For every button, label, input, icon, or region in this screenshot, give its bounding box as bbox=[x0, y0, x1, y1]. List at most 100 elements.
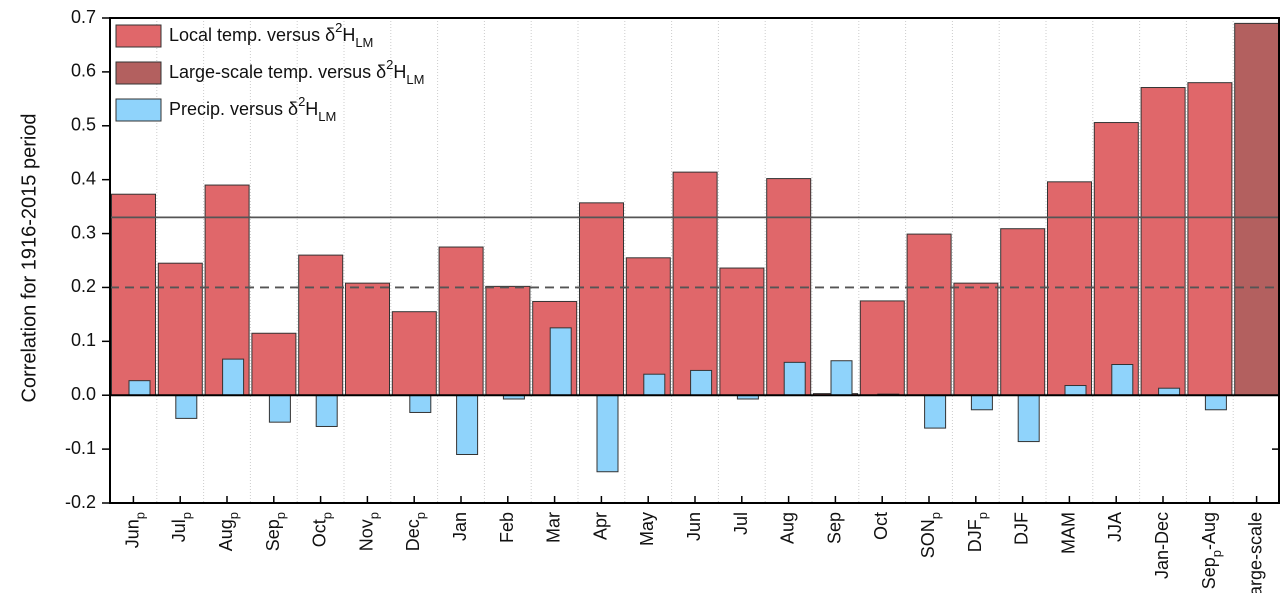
text-part: Oct bbox=[871, 512, 891, 540]
bar bbox=[345, 282, 390, 396]
x-tick-label: SON​p​ bbox=[918, 512, 943, 558]
text-part: Jan bbox=[450, 512, 470, 541]
subscript: p bbox=[320, 512, 335, 519]
y-tick-label: 0.6 bbox=[71, 61, 96, 81]
y-tick-label: 0.0 bbox=[71, 384, 96, 404]
bar bbox=[1017, 394, 1040, 443]
text-part: MAM bbox=[1058, 512, 1078, 554]
y-tick-label: 0.7 bbox=[71, 7, 96, 27]
y-tick-label: 0.3 bbox=[71, 222, 96, 242]
bar bbox=[1064, 385, 1087, 396]
bar bbox=[1234, 22, 1280, 396]
subscript: p bbox=[413, 512, 428, 519]
text-part: May bbox=[637, 512, 657, 546]
legend-swatch bbox=[115, 98, 162, 122]
text-part: DJF bbox=[1011, 512, 1031, 545]
x-tick-label: Jan-Dec​ bbox=[1152, 512, 1172, 579]
x-tick-label: Dec​p​ bbox=[403, 512, 428, 551]
text-part: Feb bbox=[497, 512, 517, 543]
bar bbox=[298, 254, 344, 396]
bar bbox=[783, 361, 806, 396]
text-part: Jun bbox=[684, 512, 704, 541]
text-part: Jul bbox=[169, 519, 189, 542]
bar bbox=[485, 285, 531, 396]
bar bbox=[128, 380, 151, 396]
x-tick-label: JJA​ bbox=[1105, 512, 1125, 542]
legend-label: Precip. versus δ​2​H​LM​ bbox=[169, 94, 336, 124]
x-tick-label: Oct​ bbox=[871, 512, 891, 540]
subscript: p bbox=[975, 512, 990, 519]
superscript: 2 bbox=[335, 20, 342, 35]
bar bbox=[1140, 87, 1186, 396]
text-part: Aug bbox=[216, 519, 236, 551]
bar bbox=[625, 257, 671, 396]
bar bbox=[970, 394, 993, 411]
x-tick-label: Feb​ bbox=[497, 512, 517, 543]
bar bbox=[438, 246, 484, 396]
bar bbox=[830, 360, 853, 396]
subscript: p bbox=[226, 512, 241, 519]
bar bbox=[549, 327, 572, 396]
x-tick-label: large-scale​ bbox=[1245, 512, 1265, 593]
subscript: p bbox=[132, 512, 147, 519]
x-tick-label: Jul​ bbox=[731, 512, 751, 535]
bar bbox=[251, 332, 297, 396]
subscript: p bbox=[179, 512, 194, 519]
bar bbox=[1158, 387, 1181, 396]
bar bbox=[268, 394, 291, 423]
x-tick-label: Jul​p​ bbox=[169, 512, 194, 542]
x-tick-label: Sep​p​-Aug​ bbox=[1199, 512, 1224, 589]
text-part: -Aug bbox=[1199, 512, 1219, 550]
bar bbox=[456, 394, 479, 456]
x-tick-label: Oct​p​ bbox=[309, 512, 334, 547]
superscript: 2 bbox=[298, 94, 305, 109]
legend-label: Large-scale temp. versus δ​2​H​LM​ bbox=[169, 57, 424, 87]
text-part: Apr bbox=[590, 512, 610, 540]
x-tick-label: MAM​ bbox=[1058, 512, 1078, 554]
x-tick-label: Jan​ bbox=[450, 512, 470, 541]
bar bbox=[175, 394, 198, 419]
bar bbox=[222, 358, 245, 396]
subscript: p bbox=[928, 512, 943, 519]
y-tick-label: 0.5 bbox=[71, 115, 96, 135]
bar bbox=[643, 373, 666, 396]
text-part: Sep bbox=[1199, 557, 1219, 589]
text-part: Sep bbox=[824, 512, 844, 544]
subscript: p bbox=[1209, 550, 1224, 557]
text-part: Dec bbox=[403, 519, 423, 551]
x-tick-label: Aug​p​ bbox=[216, 512, 241, 551]
x-tick-label: Aug​ bbox=[777, 512, 797, 544]
bar bbox=[1187, 82, 1233, 396]
text-part: SON bbox=[918, 519, 938, 558]
subscript: LM bbox=[318, 109, 336, 124]
bar bbox=[924, 394, 947, 429]
bar bbox=[1047, 181, 1092, 396]
superscript: 2 bbox=[386, 57, 393, 72]
text-part: Precip. versus δ bbox=[169, 99, 298, 119]
x-tick-label: DJF​ bbox=[1011, 512, 1031, 545]
x-tick-label: DJF​p​ bbox=[965, 512, 990, 552]
y-axis-label: Correlation for 1916-2015 period bbox=[18, 113, 40, 402]
bar bbox=[906, 233, 952, 396]
text-part: Sep bbox=[263, 519, 283, 551]
x-tick-label: Nov​p​ bbox=[356, 512, 381, 551]
y-tick-label: 0.4 bbox=[71, 168, 96, 188]
subscript: LM bbox=[406, 72, 424, 87]
text-part: Oct bbox=[309, 519, 329, 547]
text-part: Mar bbox=[543, 512, 563, 543]
bar bbox=[157, 262, 203, 396]
text-part: Jun bbox=[122, 519, 142, 548]
bar bbox=[1204, 394, 1227, 411]
bar bbox=[391, 311, 437, 396]
x-tick-label: May​ bbox=[637, 512, 657, 546]
x-tick-label: Apr​ bbox=[590, 512, 610, 540]
bar bbox=[1111, 364, 1134, 396]
y-tick-label: -0.2 bbox=[65, 492, 96, 512]
subscript: p bbox=[366, 512, 381, 519]
bar bbox=[315, 394, 338, 427]
bar bbox=[1093, 122, 1139, 396]
text-part: DJF bbox=[965, 519, 985, 552]
bar bbox=[859, 300, 905, 396]
text-part: Nov bbox=[356, 519, 376, 551]
text-part: Jul bbox=[731, 512, 751, 535]
